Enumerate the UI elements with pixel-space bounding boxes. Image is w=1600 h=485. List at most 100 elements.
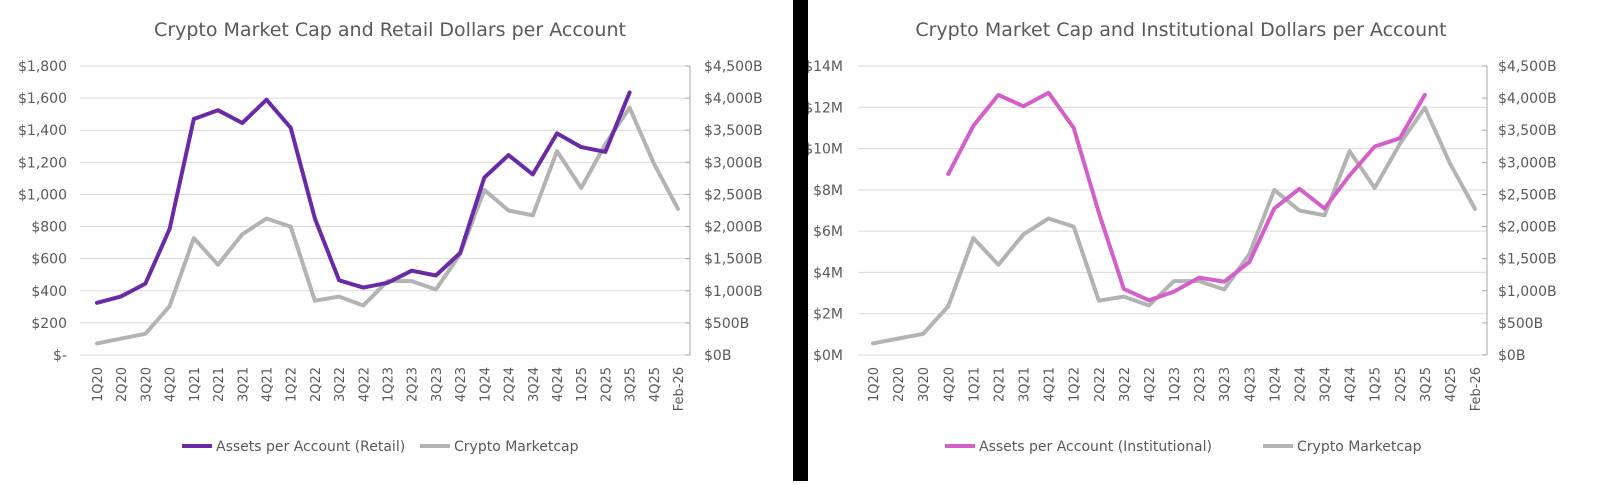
institutional-chart: Crypto Market Cap and Institutional Doll… <box>808 0 1600 481</box>
x-axis-tick-label: 3Q23 <box>430 367 445 402</box>
x-axis-tick-label: 1Q25 <box>575 367 590 402</box>
left-axis-tick-label: $4M <box>813 265 843 281</box>
right-axis-tick-label: $1,500B <box>704 252 763 268</box>
left-axis-tick-label: $1,200 <box>18 155 67 171</box>
x-axis-tick-label: 1Q22 <box>285 367 300 402</box>
right-axis-tick-label: $4,000B <box>704 91 763 107</box>
x-axis-tick-label: 1Q23 <box>382 367 397 402</box>
chart-title: Crypto Market Cap and Institutional Doll… <box>915 19 1446 41</box>
x-axis-tick-label: 2Q22 <box>1093 367 1108 402</box>
right-axis-tick-label: $4,000B <box>1498 91 1557 107</box>
x-axis-tick-label: 1Q20 <box>867 367 882 402</box>
x-axis-tick-label: 3Q20 <box>139 367 154 402</box>
x-axis-tick-label: 2Q21 <box>212 367 227 402</box>
x-axis-tick-label: 1Q24 <box>478 367 493 402</box>
x-axis-tick-label: 4Q25 <box>1444 367 1459 402</box>
left-axis-tick-label: $400 <box>31 284 67 300</box>
right-axis-tick-label: $500B <box>704 316 749 332</box>
x-axis-tick-label: 3Q25 <box>624 367 639 402</box>
x-axis-tick-label: 4Q24 <box>551 367 566 402</box>
right-axis-tick-label: $1,500B <box>1498 252 1557 268</box>
x-axis-tick-label: 4Q21 <box>260 367 275 402</box>
left-axis-tick-label: $1,800 <box>18 59 67 75</box>
x-axis-tick-label: 2Q24 <box>503 367 518 402</box>
left-axis-tick-label: $- <box>53 348 67 364</box>
left-axis-tick-label: $6M <box>813 224 843 240</box>
left-axis-tick-label: $0M <box>813 348 843 364</box>
x-axis-tick-label: Feb-26 <box>1469 367 1484 411</box>
x-axis-tick-label: 3Q24 <box>1319 367 1334 402</box>
x-axis-tick-label: 3Q25 <box>1419 367 1434 402</box>
x-axis-tick-label: 2Q25 <box>1394 367 1409 402</box>
x-axis-tick-label: 1Q24 <box>1268 367 1283 402</box>
left-axis-tick-label: $10M <box>808 142 843 158</box>
x-axis-tick-label: 1Q22 <box>1068 367 1083 402</box>
x-axis-tick-label: 2Q24 <box>1293 367 1308 402</box>
x-axis-tick-label: 3Q23 <box>1218 367 1233 402</box>
series-line-crypto-marketcap <box>97 108 678 344</box>
x-axis-tick-label: 3Q22 <box>1118 367 1133 402</box>
x-axis-tick-label: 3Q21 <box>236 367 251 402</box>
right-axis-tick-label: $0B <box>704 348 731 364</box>
right-axis-tick-label: $2,000B <box>704 220 763 236</box>
retail-chart-panel: Crypto Market Cap and Retail Dollars per… <box>0 0 793 481</box>
x-axis-tick-label: 4Q21 <box>1043 367 1058 402</box>
left-axis-tick-label: $200 <box>31 316 67 332</box>
right-axis-tick-label: $3,000B <box>1498 155 1557 171</box>
x-axis-tick-label: 2Q25 <box>599 367 614 402</box>
left-axis-tick-label: $800 <box>31 220 67 236</box>
x-axis-tick-label: 4Q20 <box>164 367 179 402</box>
x-axis-tick-label: 3Q20 <box>917 367 932 402</box>
series-line-assets-per-account <box>97 93 630 303</box>
retail-chart: Crypto Market Cap and Retail Dollars per… <box>0 0 793 481</box>
legend-label: Assets per Account (Retail) <box>216 439 405 455</box>
x-axis-tick-label: 1Q21 <box>188 367 203 402</box>
right-axis-tick-label: $1,000B <box>1498 284 1557 300</box>
left-axis-tick-label: $600 <box>31 252 67 268</box>
right-axis-tick-label: $4,500B <box>704 59 763 75</box>
right-axis-tick-label: $2,500B <box>1498 187 1557 203</box>
x-axis-tick-label: 4Q24 <box>1344 367 1359 402</box>
left-axis-tick-label: $1,400 <box>18 123 67 139</box>
right-axis-tick-label: $1,000B <box>704 284 763 300</box>
x-axis-tick-label: 1Q21 <box>967 367 982 402</box>
left-axis-tick-label: $12M <box>808 100 843 116</box>
right-axis-tick-label: $2,500B <box>704 187 763 203</box>
x-axis-tick-label: 4Q22 <box>1143 367 1158 402</box>
right-axis-tick-label: $4,500B <box>1498 59 1557 75</box>
left-axis-tick-label: $14M <box>808 59 843 75</box>
right-axis-tick-label: $3,500B <box>704 123 763 139</box>
institutional-chart-panel: Crypto Market Cap and Institutional Doll… <box>808 0 1600 481</box>
x-axis-tick-label: 3Q21 <box>1018 367 1033 402</box>
x-axis-tick-label: 2Q23 <box>406 367 421 402</box>
panel-divider <box>793 0 808 481</box>
x-axis-tick-label: 1Q25 <box>1369 367 1384 402</box>
x-axis-tick-label: 2Q21 <box>992 367 1007 402</box>
right-axis-tick-label: $3,000B <box>704 155 763 171</box>
legend-label: Crypto Marketcap <box>1297 439 1422 455</box>
x-axis-tick-label: 1Q20 <box>91 367 106 402</box>
right-axis-tick-label: $500B <box>1498 316 1543 332</box>
series-line-assets-per-account <box>948 93 1425 300</box>
x-axis-tick-label: 4Q25 <box>648 367 663 402</box>
right-axis-tick-label: $0B <box>1498 348 1525 364</box>
legend-label: Crypto Marketcap <box>454 439 579 455</box>
left-axis-tick-label: $8M <box>813 183 843 199</box>
x-axis-tick-label: 3Q22 <box>333 367 348 402</box>
legend-label: Assets per Account (Institutional) <box>979 439 1212 455</box>
right-axis-tick-label: $3,500B <box>1498 123 1557 139</box>
left-axis-tick-label: $1,000 <box>18 187 67 203</box>
x-axis-tick-label: Feb-26 <box>672 367 687 411</box>
right-axis-tick-label: $2,000B <box>1498 220 1557 236</box>
x-axis-tick-label: 2Q20 <box>892 367 907 402</box>
chart-title: Crypto Market Cap and Retail Dollars per… <box>154 19 626 41</box>
x-axis-tick-label: 1Q23 <box>1168 367 1183 402</box>
x-axis-tick-label: 4Q23 <box>1243 367 1258 402</box>
x-axis-tick-label: 3Q24 <box>527 367 542 402</box>
x-axis-tick-label: 2Q23 <box>1193 367 1208 402</box>
x-axis-tick-label: 2Q20 <box>115 367 130 402</box>
x-axis-tick-label: 4Q20 <box>942 367 957 402</box>
x-axis-tick-label: 2Q22 <box>309 367 324 402</box>
left-axis-tick-label: $1,600 <box>18 91 67 107</box>
left-axis-tick-label: $2M <box>813 307 843 323</box>
